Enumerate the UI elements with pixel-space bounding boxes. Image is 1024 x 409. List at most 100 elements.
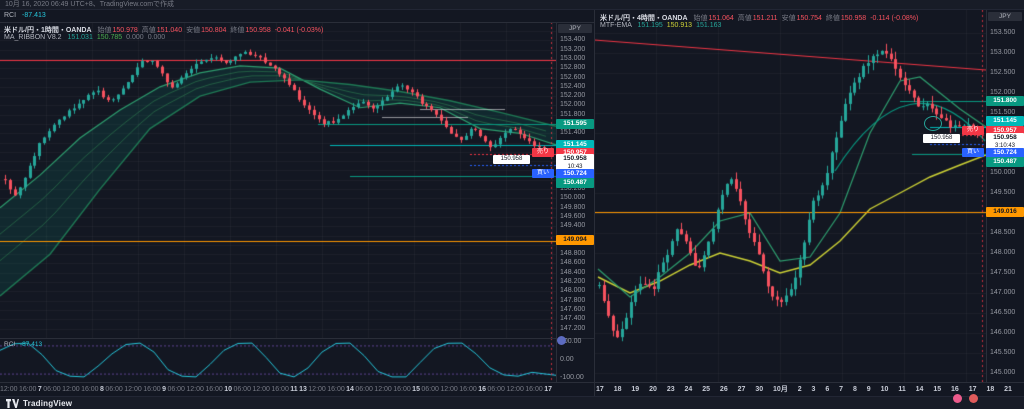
price-tick-label: 152.000 xyxy=(990,89,1016,96)
time-tick-label: 16:00 xyxy=(81,385,99,393)
panel-divider[interactable] xyxy=(594,10,595,396)
time-tick-label: 10 xyxy=(224,385,233,393)
buy-button[interactable]: 買い xyxy=(962,148,984,157)
time-tick-label: 06:00 xyxy=(167,385,185,393)
time-tick-label: 13 xyxy=(299,385,307,393)
time-tick-label: 12:00 xyxy=(308,385,326,393)
price-label-teal: 151.145 xyxy=(556,140,594,150)
price-tick-label: 152.000 xyxy=(560,101,586,109)
time-tick-label: 30 xyxy=(755,385,764,393)
price-tick-label: 149.800 xyxy=(560,203,586,211)
marker-dot-red xyxy=(968,393,978,403)
ohlc-values: 始値151.064 高値151.211 安値150.754 終値150.958 -0.1… xyxy=(693,15,919,22)
sell-button[interactable]: 売り xyxy=(962,126,984,135)
time-axis[interactable]: 17 18 19 20 23 24 25 26 27 30 10月 2 3 6 7 8 9 10 11 14 15 16 1… xyxy=(596,383,1012,395)
symbol-legend-right[interactable]: 米ドル/円・4時間・OANDA 始値151.064 高値151.211 安値150.… xyxy=(600,13,918,23)
price-label-green: 151.595 xyxy=(556,119,594,129)
tradingview-wordmark[interactable]: TradingView xyxy=(23,398,73,408)
price-label-red: 150.957 xyxy=(986,126,1024,136)
rci-tick-label: 0.00 xyxy=(560,356,574,363)
price-tick-label: 148.400 xyxy=(560,268,586,276)
price-label-orange: 149.016 xyxy=(986,207,1024,217)
price-label-orange: 149.094 xyxy=(556,235,594,245)
time-tick-label: 14 xyxy=(915,385,924,393)
price-tick-label: 147.000 xyxy=(990,289,1016,296)
time-tick-label: 23 xyxy=(666,385,675,393)
price-tick-label: 152.400 xyxy=(560,82,586,90)
tradingview-logo-icon xyxy=(6,398,19,408)
price-tick-label: 152.800 xyxy=(560,64,586,72)
rci-pane-canvas[interactable] xyxy=(0,338,556,382)
price-tick-label: 150.200 xyxy=(560,185,586,193)
indicator-name: MTF-EMA xyxy=(600,22,632,29)
price-label-blue: 150.724 xyxy=(986,148,1024,158)
sell-button[interactable]: 売り xyxy=(532,148,554,157)
price-tick-label: 146.500 xyxy=(990,309,1016,316)
time-tick-label: 12:00 xyxy=(0,385,18,393)
time-tick-label: 16:00 xyxy=(525,385,543,393)
price-tick-label: 153.400 xyxy=(560,36,586,44)
symbol-title: 米ドル/円・4時間・OANDA xyxy=(600,15,688,22)
time-tick-label: 12:00 xyxy=(124,385,142,393)
price-note-label: 150.958 xyxy=(493,155,530,164)
time-tick-label: 12:00 xyxy=(374,385,392,393)
indicator-value: -87.413 xyxy=(20,341,43,348)
price-tick-label: 148.000 xyxy=(560,287,586,295)
indicator-legend-left[interactable]: MA_RIBBON V8.2 151.031 150.785 0.000 0.000 xyxy=(4,34,165,41)
rci-bottom-pane-legend[interactable]: RCI -87.413 xyxy=(4,341,42,348)
time-tick-label: 9 xyxy=(162,385,167,393)
time-tick-label: 15 xyxy=(412,385,420,393)
price-chart-canvas-left[interactable] xyxy=(0,22,556,338)
pane-separator[interactable] xyxy=(0,22,594,23)
price-tick-label: 148.500 xyxy=(990,229,1016,236)
time-tick-label: 8 xyxy=(852,385,857,393)
time-tick-label: 6 xyxy=(825,385,830,393)
time-tick-label: 15 xyxy=(933,385,942,393)
indicator-legend-right[interactable]: MTF-EMA 151.195 150.913 151.163 xyxy=(600,22,721,29)
time-tick-label: 25 xyxy=(702,385,711,393)
rci-tick-label: 100.00 xyxy=(560,338,582,346)
rci-top-pane-legend[interactable]: RCI -87.413 xyxy=(0,10,594,22)
time-tick-label: 19 xyxy=(631,385,640,393)
price-label-white: 150.958 10:43 xyxy=(556,154,594,170)
time-tick-label: 3 xyxy=(811,385,816,393)
time-tick-label: 10月 xyxy=(773,386,788,393)
price-tick-label: 148.200 xyxy=(560,278,586,286)
rci-tick-label: -100.00 xyxy=(560,373,584,381)
price-tick-label: 150.000 xyxy=(560,194,586,202)
time-tick-label: 9 xyxy=(866,385,871,393)
price-label-green: 150.487 xyxy=(986,157,1024,167)
time-tick-label: 10 xyxy=(880,385,889,393)
buy-button[interactable]: 買い xyxy=(532,169,554,178)
time-tick-label: 06:00 xyxy=(43,385,61,393)
time-tick-label: 18 xyxy=(613,385,622,393)
price-label-teal: 151.145 xyxy=(986,116,1024,126)
time-tick-label: 8 xyxy=(100,385,104,393)
time-tick-label: 2 xyxy=(797,385,802,393)
price-tick-label: 152.600 xyxy=(560,73,586,81)
indicator-values: 151.195 150.913 151.163 xyxy=(637,22,722,29)
indicator-values: 151.031 150.785 0.000 0.000 xyxy=(67,34,166,41)
price-tick-label: 145.500 xyxy=(990,349,1016,356)
time-axis[interactable]: 12:00 16:00 7 06:00 12:00 16:00 8 06:00 12:00 16:… xyxy=(0,383,552,395)
price-tick-label: 145.000 xyxy=(990,369,1016,376)
price-tick-label: 147.600 xyxy=(560,305,586,313)
time-tick-label: 16:00 xyxy=(327,385,345,393)
time-axis-separator xyxy=(0,382,1024,383)
time-tick-label: 24 xyxy=(684,385,693,393)
pane-separator[interactable] xyxy=(0,338,594,339)
price-tick-label: 152.500 xyxy=(990,69,1016,76)
price-tick-label: 153.500 xyxy=(990,29,1016,36)
price-tick-label: 153.000 xyxy=(990,49,1016,56)
time-tick-label: 11 xyxy=(290,385,298,393)
price-tick-label: 148.000 xyxy=(990,249,1016,256)
time-tick-label: 11 xyxy=(898,385,906,393)
price-label-red: 150.957 xyxy=(556,148,594,158)
time-tick-label: 7 xyxy=(839,385,844,393)
time-tick-label: 12:00 xyxy=(506,385,524,393)
price-axis-border-right xyxy=(986,10,987,382)
time-tick-label: 18 xyxy=(986,385,995,393)
price-axis-border-left xyxy=(556,22,557,382)
price-chart-canvas-right[interactable] xyxy=(594,10,986,382)
symbol-legend-left[interactable]: 米ドル/円・1時間・OANDA 始値150.978 高値151.040 安値150.… xyxy=(4,25,323,35)
